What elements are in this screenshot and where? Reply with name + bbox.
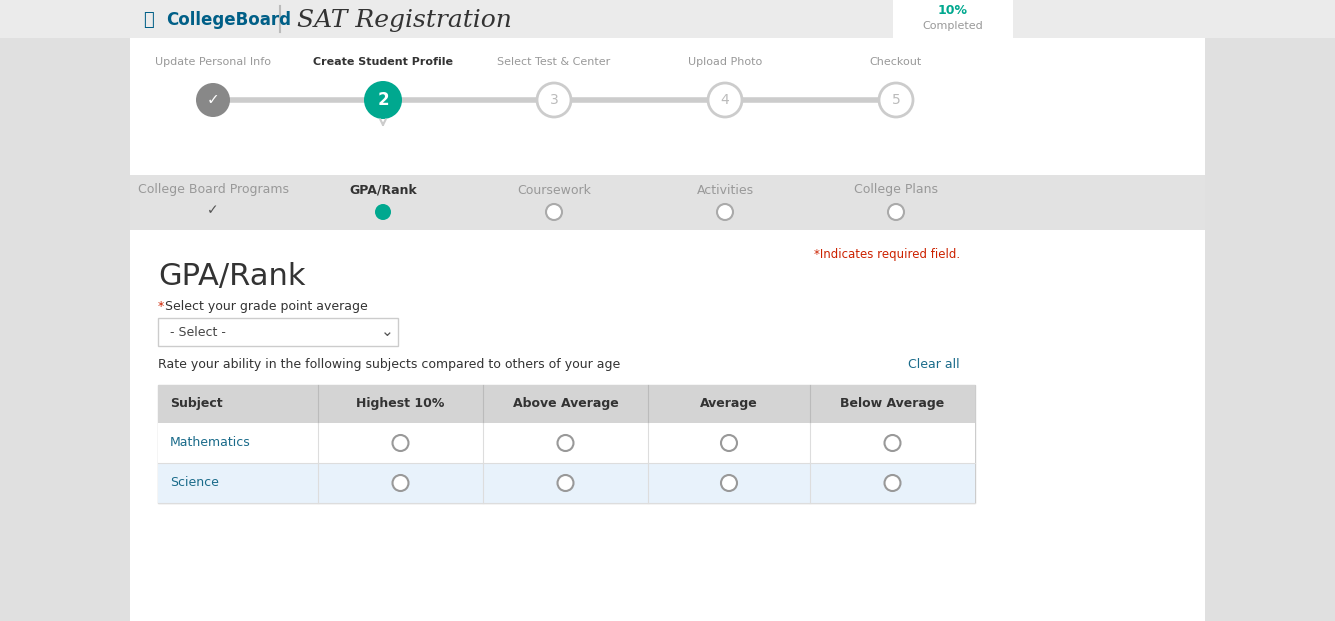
- Circle shape: [375, 204, 391, 220]
- Text: Coursework: Coursework: [517, 183, 591, 196]
- Text: GPA/Rank: GPA/Rank: [158, 262, 306, 291]
- Bar: [158, 423, 975, 463]
- Circle shape: [717, 204, 733, 220]
- Circle shape: [558, 435, 574, 451]
- Bar: [129, 175, 1206, 230]
- Text: Above Average: Above Average: [513, 397, 618, 410]
- Text: Upload Photo: Upload Photo: [688, 57, 762, 67]
- Text: 5: 5: [892, 93, 900, 107]
- Text: Rate your ability in the following subjects compared to others of your age: Rate your ability in the following subje…: [158, 358, 621, 371]
- Text: ✓: ✓: [207, 93, 219, 107]
- Text: Select your grade point average: Select your grade point average: [166, 300, 367, 313]
- Bar: [158, 463, 975, 503]
- Text: Science: Science: [170, 476, 219, 489]
- Circle shape: [885, 435, 901, 451]
- Text: Checkout: Checkout: [870, 57, 922, 67]
- Circle shape: [392, 435, 409, 451]
- Text: College Board Programs: College Board Programs: [138, 183, 288, 196]
- Text: GPA/Rank: GPA/Rank: [350, 183, 417, 196]
- Text: 10%: 10%: [939, 4, 968, 17]
- Text: ⛨: ⛨: [143, 11, 154, 29]
- Text: SAT Registration: SAT Registration: [296, 9, 511, 32]
- Text: Highest 10%: Highest 10%: [356, 397, 445, 410]
- Bar: [129, 230, 1206, 621]
- Text: *Indicates required field.: *Indicates required field.: [814, 248, 960, 261]
- Text: Clear all: Clear all: [908, 358, 960, 371]
- Circle shape: [721, 435, 737, 451]
- Text: 4: 4: [721, 93, 729, 107]
- Text: Mathematics: Mathematics: [170, 437, 251, 450]
- Bar: [129, 38, 1206, 175]
- Text: Activities: Activities: [697, 183, 753, 196]
- Circle shape: [364, 81, 402, 119]
- Text: 2: 2: [378, 91, 388, 109]
- Text: Completed: Completed: [922, 21, 984, 31]
- Circle shape: [558, 475, 574, 491]
- Bar: [158, 318, 398, 346]
- Bar: [0, 0, 1335, 38]
- Circle shape: [196, 83, 230, 117]
- Text: Update Personal Info: Update Personal Info: [155, 57, 271, 67]
- Text: *: *: [158, 300, 164, 313]
- Circle shape: [885, 475, 901, 491]
- Text: Select Test & Center: Select Test & Center: [498, 57, 610, 67]
- Circle shape: [537, 83, 571, 117]
- Circle shape: [392, 475, 409, 491]
- Text: CollegeBoard: CollegeBoard: [166, 11, 291, 29]
- Circle shape: [721, 475, 737, 491]
- Text: 3: 3: [550, 93, 558, 107]
- Text: Average: Average: [700, 397, 758, 410]
- Bar: [893, 0, 1013, 38]
- Circle shape: [878, 83, 913, 117]
- Text: College Plans: College Plans: [854, 183, 939, 196]
- Text: ⌄: ⌄: [380, 325, 394, 340]
- Circle shape: [888, 204, 904, 220]
- Circle shape: [546, 204, 562, 220]
- Text: Below Average: Below Average: [840, 397, 945, 410]
- Circle shape: [708, 83, 742, 117]
- Text: Subject: Subject: [170, 397, 223, 410]
- Text: ✓: ✓: [207, 203, 219, 217]
- Bar: [158, 385, 975, 503]
- Text: - Select -: - Select -: [170, 325, 226, 338]
- Bar: [158, 385, 975, 423]
- Text: Create Student Profile: Create Student Profile: [312, 57, 453, 67]
